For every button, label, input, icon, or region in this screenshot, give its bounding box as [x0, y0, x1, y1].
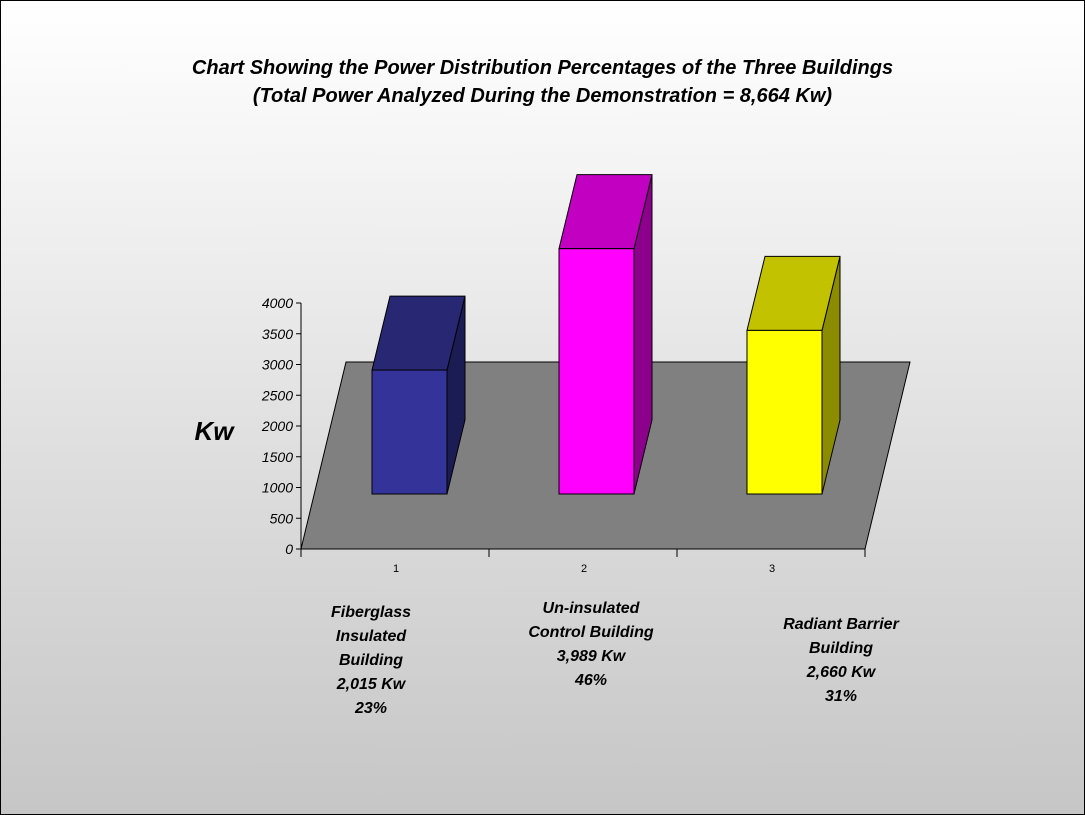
y-tick-label: 1000 — [262, 480, 293, 496]
bar — [558, 248, 635, 495]
annotation-line: 2,015 Kw — [336, 676, 406, 693]
y-tick-label: 2000 — [261, 418, 293, 434]
y-tick-label: 1500 — [262, 449, 293, 465]
y-axis-label: Kw — [195, 416, 236, 446]
bar-annotation-fiberglass: Fiberglass Insulated Building 2,015 Kw 23% — [271, 601, 471, 721]
y-tick-label: 4000 — [262, 295, 293, 311]
annotation-line: 23% — [354, 700, 388, 717]
bar-annotation-uninsulated: Un-insulated Control Building 3,989 Kw 46% — [491, 597, 691, 693]
x-tick-label: 2 — [581, 563, 587, 575]
y-tick-label: 2500 — [261, 387, 293, 403]
chart-title-line-1: Chart Showing the Power Distribution Per… — [191, 57, 894, 79]
annotation-line: Building — [339, 652, 403, 669]
x-tick-label: 1 — [393, 563, 399, 575]
y-tick-label: 0 — [285, 541, 293, 557]
annotation-line: Control Building — [528, 624, 654, 641]
annotation-line: Fiberglass — [330, 604, 412, 621]
bar-annotation-radiant: Radiant Barrier Building 2,660 Kw 31% — [741, 613, 941, 709]
annotation-line: 2,660 Kw — [806, 664, 876, 681]
annotation-line: Insulated — [335, 628, 407, 645]
y-tick-label: 500 — [270, 510, 294, 526]
bar — [371, 369, 448, 495]
annotation-line: 31% — [824, 688, 858, 705]
x-tick-label: 3 — [769, 563, 775, 575]
y-tick-label: 3000 — [262, 357, 293, 373]
annotation-line: Un-insulated — [542, 600, 640, 617]
annotation-line: Building — [809, 640, 873, 657]
annotation-line: 46% — [574, 672, 608, 689]
chart-title-line-2: (Total Power Analyzed During the Demonst… — [252, 85, 833, 107]
bar — [746, 329, 823, 495]
annotation-line: Radiant Barrier — [783, 616, 899, 633]
y-tick-label: 3500 — [262, 326, 293, 342]
annotation-line: 3,989 Kw — [556, 648, 626, 665]
